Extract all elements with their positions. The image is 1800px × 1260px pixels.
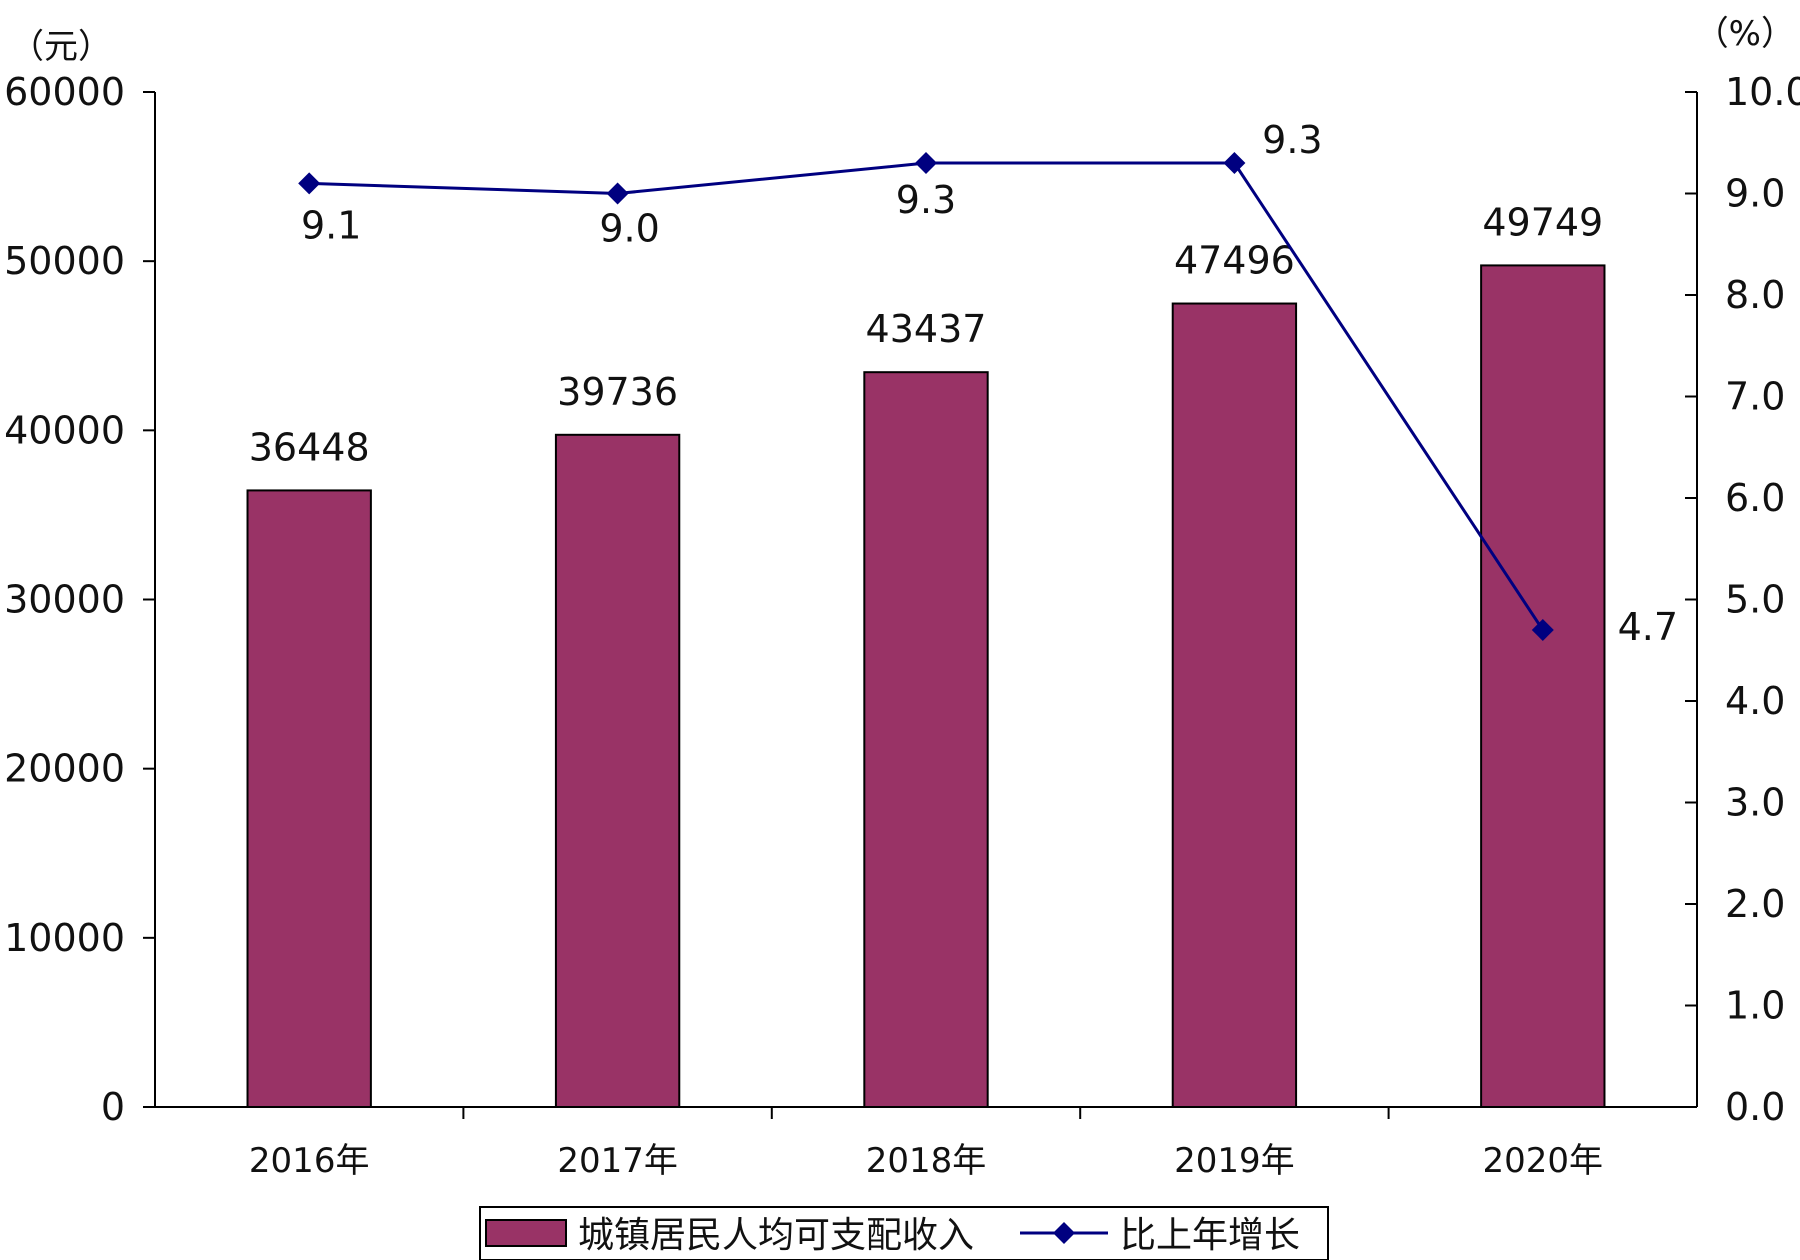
category-label: 2020年	[1483, 1141, 1604, 1181]
category-label: 2016年	[249, 1141, 370, 1181]
line-point-marker	[1223, 152, 1246, 175]
right-tick-label: 4.0	[1725, 679, 1785, 723]
right-tick-label: 10.0	[1725, 70, 1800, 114]
left-axis-unit: （元）	[10, 27, 112, 67]
legend-bar-swatch	[485, 1219, 567, 1247]
line-value-label: 4.7	[1618, 605, 1678, 649]
left-tick-label: 60000	[4, 70, 125, 114]
legend: 城镇居民人均可支配收入 比上年增长	[479, 1206, 1329, 1260]
legend-line-marker	[1053, 1222, 1075, 1244]
left-tick-label: 20000	[4, 747, 125, 791]
category-label: 2019年	[1174, 1141, 1295, 1181]
category-label: 2018年	[866, 1141, 987, 1181]
right-tick-label: 0.0	[1725, 1085, 1785, 1129]
bar-value-label: 36448	[249, 425, 370, 469]
right-tick-label: 1.0	[1725, 984, 1785, 1028]
line-point-marker	[606, 182, 629, 205]
line-value-label: 9.1	[301, 203, 361, 247]
bar-value-label: 39736	[557, 370, 678, 414]
line-data-labels: 9.1 9.0 9.3 9.3 4.7	[301, 118, 1678, 649]
bar	[554, 433, 681, 1109]
right-tick-label: 7.0	[1725, 375, 1785, 419]
right-tick-label: 8.0	[1725, 273, 1785, 317]
left-axis-ticks: 0 10000 20000 30000 40000 50000 60000	[4, 70, 155, 1129]
line-value-label: 9.3	[896, 178, 956, 222]
bar-value-label: 49749	[1482, 200, 1603, 244]
bar-data-labels: 36448 39736 43437 47496 49749	[249, 200, 1603, 469]
right-axis-unit: （%）	[1695, 14, 1795, 54]
bar	[863, 371, 989, 1108]
left-tick-label: 10000	[4, 916, 125, 960]
left-tick-label: 30000	[4, 578, 125, 622]
right-tick-label: 9.0	[1725, 172, 1785, 216]
line-series	[298, 152, 1554, 641]
right-axis-ticks: 0.0 1.0 2.0 3.0 4.0 5.0 6.0 7.0 8.0 9.0 10.0	[1685, 70, 1800, 1129]
line-value-label: 9.3	[1262, 118, 1322, 162]
right-tick-label: 3.0	[1725, 781, 1785, 825]
bar	[246, 489, 372, 1108]
line-point-marker	[915, 152, 937, 175]
bar-value-label: 43437	[866, 307, 987, 351]
legend-box	[479, 1206, 1329, 1260]
category-labels: 2016年 2017年 2018年 2019年 2020年	[249, 1107, 1603, 1181]
line-value-label: 9.0	[599, 207, 659, 251]
bar-series	[246, 264, 1606, 1109]
category-label: 2017年	[557, 1141, 678, 1181]
right-tick-label: 2.0	[1725, 882, 1785, 926]
left-tick-label: 40000	[4, 408, 125, 452]
legend-line-label: 比上年增长	[1120, 1215, 1300, 1256]
bar-value-label: 47496	[1174, 239, 1295, 283]
bar	[1480, 264, 1606, 1109]
right-tick-label: 5.0	[1725, 578, 1785, 622]
left-tick-label: 0	[101, 1085, 125, 1129]
bar	[1171, 302, 1298, 1108]
left-tick-label: 50000	[4, 239, 125, 283]
legend-bar-label: 城镇居民人均可支配收入	[578, 1215, 974, 1256]
line-point-marker	[298, 172, 321, 195]
line-point-marker	[1531, 618, 1554, 641]
right-tick-label: 6.0	[1725, 476, 1785, 520]
